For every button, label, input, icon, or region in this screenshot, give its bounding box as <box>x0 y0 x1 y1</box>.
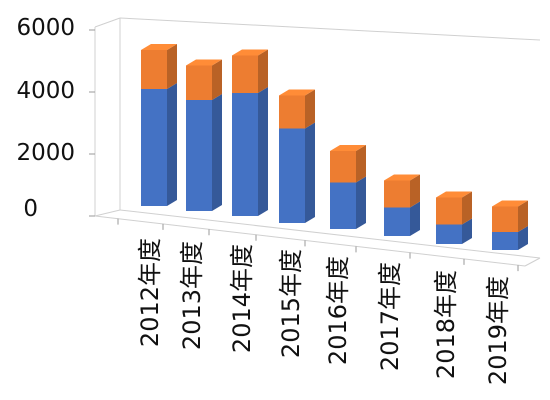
bar-segment <box>330 182 356 229</box>
bar-top-face <box>436 191 472 198</box>
bar-segment <box>492 232 518 250</box>
bar-segment-side <box>305 89 315 129</box>
floor-edge-line <box>119 209 541 259</box>
bar-segment-side <box>462 218 472 244</box>
bar-segment-side <box>305 122 315 223</box>
bar-top-face <box>330 145 366 151</box>
y-tick-label: 2000 <box>16 140 75 166</box>
bar-segment-side <box>258 87 268 216</box>
y-tick-label: 0 <box>23 196 38 222</box>
bar-segment <box>330 151 356 183</box>
bar-segment <box>141 89 167 206</box>
bar-stack <box>384 174 420 236</box>
x-tick-label: 2019年度 <box>484 276 512 385</box>
bar-segment-side <box>356 176 366 229</box>
floor-edge-line <box>94 215 526 267</box>
floor-edge-line <box>524 257 541 267</box>
bar-segment-side <box>356 145 366 183</box>
x-tick-label: 2017年度 <box>376 262 404 371</box>
bar-segment <box>436 197 462 225</box>
bar-segment-side <box>410 201 420 236</box>
bar-top-face <box>492 200 528 207</box>
bar-segment-side <box>518 200 528 232</box>
y-axis-ticks: 0 2000 4000 6000 <box>16 15 75 222</box>
bar-segment-side <box>212 59 222 100</box>
floor-edge-line <box>94 209 121 217</box>
bar-segment-side <box>462 191 472 225</box>
bar-stack <box>436 191 472 244</box>
y-tick-label: 4000 <box>16 78 75 104</box>
x-tick-label: 2013年度 <box>178 241 206 350</box>
x-tick-label: 2015年度 <box>277 249 305 358</box>
bar-segment <box>186 100 212 211</box>
bar-segment-side <box>212 94 222 211</box>
bar-segment-side <box>167 83 177 206</box>
bar-segment <box>436 224 462 244</box>
bar-top-face <box>232 49 268 56</box>
x-tick-label: 2018年度 <box>432 270 460 379</box>
bar-segment-side <box>518 226 528 250</box>
bar-segment <box>232 93 258 216</box>
bar-segment <box>279 128 305 223</box>
bar-segment <box>492 206 518 232</box>
bar-segment <box>384 207 410 236</box>
bar-segment <box>141 50 167 89</box>
wall-edge-line <box>119 17 541 41</box>
bar-stack <box>492 200 528 250</box>
bar-top-face <box>186 59 222 66</box>
bar-segment <box>384 180 410 208</box>
bar-segment-side <box>167 44 177 89</box>
bar-segment-side <box>258 49 268 93</box>
bar-segment <box>279 95 305 129</box>
bar-stack <box>186 59 222 211</box>
chart-walls <box>89 17 541 272</box>
bar-stack <box>279 89 315 223</box>
x-tick-label: 2016年度 <box>324 256 352 365</box>
x-axis-labels: 2012年度 2013年度 2014年度 2015年度 2016年度 2017年… <box>136 238 512 385</box>
bar-segment-side <box>410 174 420 208</box>
y-tick-label: 6000 <box>16 15 75 41</box>
bar-top-face <box>141 44 177 50</box>
bar-segment <box>186 65 212 100</box>
x-tick-label: 2012年度 <box>136 238 164 347</box>
bar-top-face <box>384 174 420 181</box>
bar-stack <box>232 49 268 216</box>
bar-top-face <box>279 89 315 96</box>
wall-edge-line <box>94 17 121 28</box>
bar-stack <box>141 44 177 206</box>
chart-bars <box>141 44 528 250</box>
bar-segment <box>232 55 258 93</box>
x-tick-label: 2014年度 <box>228 244 256 353</box>
bar-stack <box>330 145 366 229</box>
